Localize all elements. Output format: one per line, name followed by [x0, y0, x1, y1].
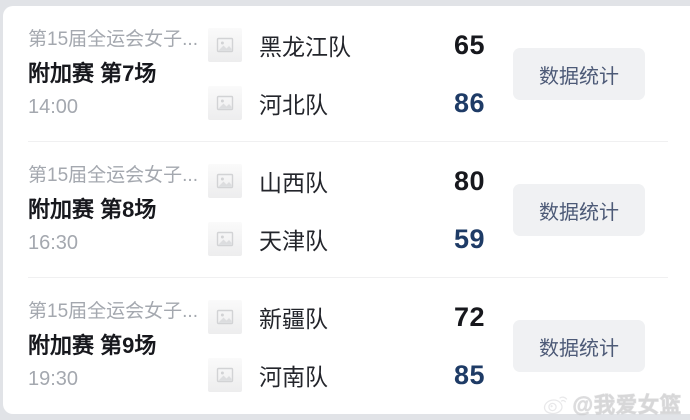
team-logo-placeholder-icon [208, 164, 242, 198]
match-row[interactable]: 第15届全运会女子... 附加赛 第8场 16:30 山西队 80 天津队 59… [3, 142, 690, 278]
team-row-away: 天津队 59 [208, 222, 485, 256]
team-name: 河北队 [259, 92, 328, 118]
match-time: 14:00 [28, 96, 79, 119]
team-logo-placeholder-icon [208, 28, 242, 62]
team-logo-placeholder-icon [208, 86, 242, 120]
match-round: 附加赛 第8场 [28, 196, 157, 222]
match-row[interactable]: 第15届全运会女子... 附加赛 第7场 14:00 黑龙江队 65 河北队 8… [3, 6, 690, 142]
team-name: 新疆队 [259, 306, 328, 332]
match-row[interactable]: 第15届全运会女子... 附加赛 第9场 19:30 新疆队 72 河南队 85… [3, 278, 690, 414]
match-list-card: 第15届全运会女子... 附加赛 第7场 14:00 黑龙江队 65 河北队 8… [3, 6, 690, 414]
match-info: 第15届全运会女子... 附加赛 第8场 16:30 [28, 165, 208, 255]
team-name: 山西队 [259, 170, 328, 196]
league-name: 第15届全运会女子... [28, 300, 198, 322]
team-name: 天津队 [259, 228, 328, 254]
team-name: 黑龙江队 [259, 34, 351, 60]
team-score: 85 [453, 359, 485, 390]
team-logo-placeholder-icon [208, 222, 242, 256]
match-info: 第15届全运会女子... 附加赛 第9场 19:30 [28, 301, 208, 391]
teams-block: 新疆队 72 河南队 85 [208, 300, 485, 392]
team-row-home: 黑龙江队 65 [208, 28, 485, 62]
team-row-home: 新疆队 72 [208, 300, 485, 334]
match-time: 16:30 [28, 232, 79, 255]
team-logo-placeholder-icon [208, 358, 242, 392]
teams-block: 山西队 80 天津队 59 [208, 164, 485, 256]
team-row-away: 河北队 86 [208, 86, 485, 120]
team-score: 80 [453, 165, 485, 196]
team-score: 72 [453, 301, 485, 332]
team-score: 59 [453, 223, 485, 254]
team-row-home: 山西队 80 [208, 164, 485, 198]
teams-block: 黑龙江队 65 河北队 86 [208, 28, 485, 120]
match-round: 附加赛 第9场 [28, 332, 157, 358]
stats-button[interactable]: 数据统计 [513, 48, 645, 100]
team-row-away: 河南队 85 [208, 358, 485, 392]
team-score: 65 [453, 29, 485, 60]
team-name: 河南队 [259, 364, 328, 390]
league-name: 第15届全运会女子... [28, 28, 198, 50]
match-round: 附加赛 第7场 [28, 60, 157, 86]
stats-button[interactable]: 数据统计 [513, 320, 645, 372]
match-info: 第15届全运会女子... 附加赛 第7场 14:00 [28, 29, 208, 119]
stats-button[interactable]: 数据统计 [513, 184, 645, 236]
team-score: 86 [453, 87, 485, 118]
league-name: 第15届全运会女子... [28, 164, 198, 186]
match-time: 19:30 [28, 368, 79, 391]
team-logo-placeholder-icon [208, 300, 242, 334]
